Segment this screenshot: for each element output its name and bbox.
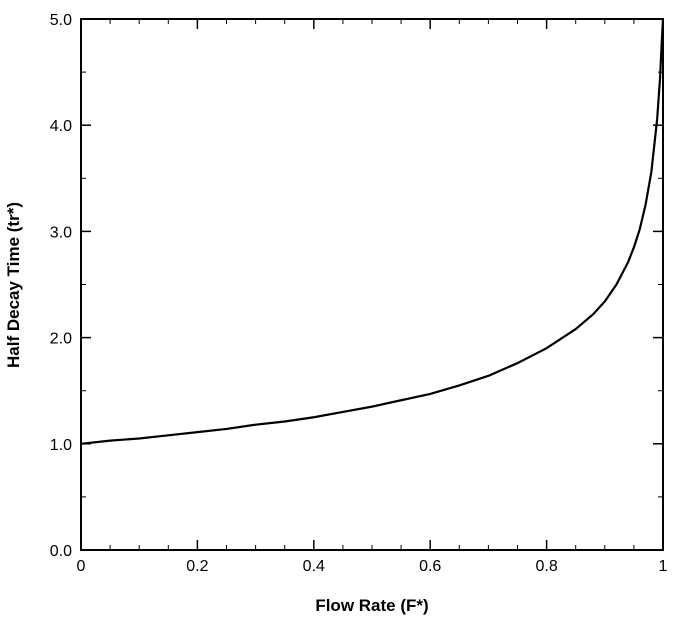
y-tick-label: 3.0 xyxy=(50,224,72,241)
axis-ticks xyxy=(80,18,664,551)
plot-frame xyxy=(80,18,664,551)
x-tick-label: 0 xyxy=(77,558,86,575)
y-tick-label: 5.0 xyxy=(50,12,72,29)
x-tick-label: 0.6 xyxy=(419,558,441,575)
y-axis-title: Half Decay Time (tr*) xyxy=(4,202,23,368)
x-tick-label: 0.2 xyxy=(186,558,208,575)
y-tick-label: 0.0 xyxy=(50,543,72,560)
y-tick-label: 2.0 xyxy=(50,331,72,348)
series-line xyxy=(80,18,665,445)
x-axis-title: Flow Rate (F*) xyxy=(315,596,428,615)
x-tick-label: 0.8 xyxy=(535,558,557,575)
y-tick-label: 4.0 xyxy=(50,118,72,135)
axis-tick-labels: 0 0.2 0.4 0.6 0.8 1 0.0 1.0 2.0 3.0 4.0 5.0 xyxy=(50,12,668,575)
x-tick-label: 0.4 xyxy=(303,558,325,575)
y-tick-label: 1.0 xyxy=(50,437,72,454)
x-tick-label: 1 xyxy=(659,558,668,575)
